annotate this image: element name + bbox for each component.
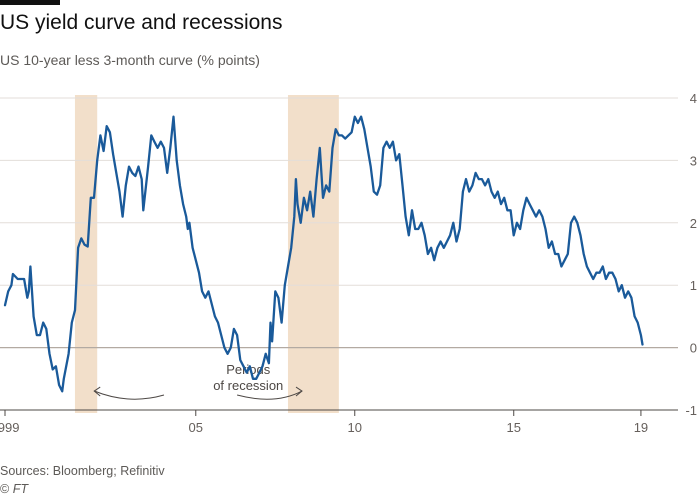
y-tick-label: 4	[690, 91, 697, 106]
annotation-arrowhead-left	[93, 386, 101, 397]
chart-subtitle: US 10-year less 3-month curve (% points)	[0, 52, 260, 68]
annotation-line-2: of recession	[213, 378, 283, 393]
recession-band-1	[74, 95, 98, 413]
series-line-1	[3, 115, 644, 393]
x-tick-label: 10	[348, 420, 362, 435]
source-note: Sources: Bloomberg; Refinitiv	[0, 464, 165, 478]
copyright-note: © FT	[0, 482, 28, 496]
title-rule	[0, 0, 60, 5]
chart-title: US yield curve and recessions	[0, 11, 283, 34]
annotation-arrow-left	[94, 390, 165, 400]
y-tick-label: -1	[685, 403, 697, 418]
y-tick-label: 2	[690, 216, 697, 231]
annotation-arrowhead-right	[295, 386, 303, 397]
x-tick-label: 19	[634, 420, 648, 435]
y-tick-label: 0	[690, 341, 697, 356]
copyright-brand: FT	[12, 482, 28, 496]
y-tick-label: 3	[690, 153, 697, 168]
x-tick-label: 15	[507, 420, 521, 435]
y-tick-label: 1	[690, 278, 697, 293]
x-tick-label: 05	[189, 420, 203, 435]
recession-band-2	[287, 95, 339, 413]
copyright-symbol: ©	[0, 482, 10, 496]
annotation-arrow-right	[236, 390, 303, 400]
